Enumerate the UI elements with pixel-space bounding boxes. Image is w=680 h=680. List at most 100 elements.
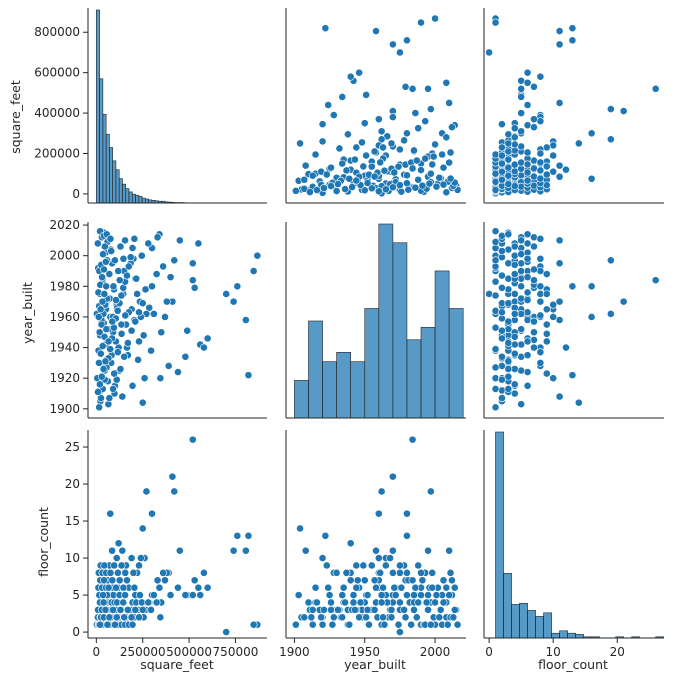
scatter-point-square_feet-vs-year_built [296, 139, 304, 148]
scatter-point-year_built-vs-floor_count [523, 351, 532, 360]
scatter-point-floor_count-vs-year_built [318, 620, 327, 629]
scatter-point-year_built-vs-square_feet [97, 320, 106, 329]
scatter-point-floor_count-vs-year_built [346, 576, 355, 585]
scatter-point-year_built-vs-square_feet [116, 365, 125, 373]
scatter-point-square_feet-vs-year_built [362, 90, 371, 99]
scatter-point-year_built-vs-square_feet [121, 311, 130, 320]
scatter-point-year_built-vs-floor_count [542, 270, 551, 278]
scatter-point-year_built-vs-square_feet [157, 328, 166, 337]
scatter-point-year_built-vs-floor_count [523, 230, 532, 239]
scatter-point-floor_count-vs-year_built [422, 598, 431, 607]
scatter-point-floor_count-vs-year_built [424, 591, 432, 599]
y-tick-label-floor_count: 25 [65, 440, 80, 454]
scatter-point-year_built-vs-square_feet [108, 317, 117, 326]
scatter-point-floor_count-vs-year_built [308, 605, 317, 614]
scatter-point-square_feet-vs-floor_count [491, 185, 500, 194]
scatter-point-floor_count-vs-year_built [428, 568, 437, 577]
scatter-point-floor_count-vs-year_built [327, 598, 335, 607]
scatter-point-year_built-vs-floor_count [498, 308, 506, 317]
scatter-point-square_feet-vs-floor_count [491, 150, 500, 159]
scatter-point-floor_count-vs-square_feet [110, 561, 119, 570]
scatter-point-year_built-vs-floor_count [523, 254, 532, 263]
scatter-point-floor_count-vs-square_feet [105, 613, 114, 622]
scatter-point-square_feet-vs-floor_count [555, 99, 564, 107]
scatter-point-year_built-vs-floor_count [530, 343, 538, 352]
scatter-point-square_feet-vs-floor_count [536, 117, 545, 126]
y-tick-label-square_feet: 200000 [34, 146, 80, 160]
scatter-point-year_built-vs-square_feet [102, 325, 111, 334]
scatter-point-square_feet-vs-year_built [414, 175, 423, 184]
scatter-point-floor_count-vs-year_built [417, 568, 425, 577]
scatter-point-square_feet-vs-floor_count [498, 159, 506, 168]
scatter-point-year_built-vs-floor_count [530, 336, 538, 344]
scatter-point-floor_count-vs-square_feet [106, 509, 115, 518]
scatter-point-year_built-vs-floor_count [510, 270, 519, 278]
scatter-point-square_feet-vs-floor_count [555, 161, 564, 170]
scatter-point-year_built-vs-square_feet [117, 329, 126, 338]
scatter-point-square_feet-vs-floor_count [587, 174, 596, 183]
scatter-point-square_feet-vs-year_built [394, 162, 403, 171]
scatter-point-floor_count-vs-square_feet [112, 554, 121, 562]
scatter-point-year_built-vs-square_feet [161, 313, 169, 321]
x-tick-label-floor_count: 0 [485, 645, 493, 659]
x-tick-label-square_feet: 500000 [166, 645, 212, 659]
scatter-point-year_built-vs-floor_count [504, 357, 513, 366]
scatter-point-square_feet-vs-floor_count [542, 162, 551, 171]
scatter-point-floor_count-vs-square_feet [103, 620, 112, 629]
scatter-point-square_feet-vs-floor_count [510, 182, 519, 190]
scatter-point-floor_count-vs-year_built [320, 605, 328, 614]
scatter-point-floor_count-vs-year_built [408, 435, 417, 444]
scatter-point-year_built-vs-floor_count [536, 348, 545, 357]
y-tick-label-square_feet: 800000 [34, 25, 80, 39]
x-tick-label-square_feet: 750000 [213, 645, 259, 659]
scatter-point-year_built-vs-square_feet [98, 273, 106, 282]
scatter-point-square_feet-vs-floor_count [530, 172, 538, 181]
scatter-point-floor_count-vs-year_built [445, 546, 454, 555]
scatter-point-square_feet-vs-floor_count [574, 139, 583, 148]
scatter-point-floor_count-vs-year_built [426, 620, 435, 629]
hist-bar-floor_count [511, 604, 520, 639]
scatter-point-year_built-vs-square_feet [188, 259, 197, 268]
scatter-point-floor_count-vs-year_built [442, 583, 451, 592]
scatter-point-floor_count-vs-year_built [341, 598, 349, 607]
scatter-point-year_built-vs-square_feet [144, 239, 153, 248]
scatter-point-floor_count-vs-square_feet [123, 605, 132, 614]
scatter-point-floor_count-vs-year_built [403, 591, 411, 599]
scatter-point-floor_count-vs-square_feet [170, 487, 179, 496]
scatter-point-floor_count-vs-year_built [355, 613, 364, 622]
scatter-point-floor_count-vs-year_built [387, 613, 396, 622]
scatter-point-floor_count-vs-square_feet [135, 613, 143, 622]
scatter-point-year_built-vs-square_feet [109, 282, 118, 291]
x-axis-title-square-feet: square_feet [140, 657, 214, 672]
scatter-point-year_built-vs-floor_count [530, 242, 538, 251]
scatter-point-floor_count-vs-year_built [329, 613, 338, 622]
scatter-point-square_feet-vs-year_built [417, 18, 425, 27]
scatter-point-square_feet-vs-year_built [341, 185, 349, 193]
scatter-point-square_feet-vs-year_built [403, 36, 411, 45]
scatter-point-year_built-vs-floor_count [510, 332, 519, 341]
scatter-point-year_built-vs-floor_count [504, 385, 513, 393]
hist-bar-floor_count [527, 610, 536, 639]
scatter-point-floor_count-vs-square_feet [127, 613, 136, 622]
scatter-point-floor_count-vs-square_feet [188, 435, 197, 444]
scatter-point-floor_count-vs-year_built [414, 561, 423, 570]
scatter-point-year_built-vs-floor_count [510, 380, 519, 389]
scatter-point-square_feet-vs-floor_count [523, 160, 532, 169]
scatter-point-year_built-vs-square_feet [123, 271, 131, 280]
scatter-point-square_feet-vs-year_built [411, 183, 420, 192]
hist-bar-square_feet [96, 9, 100, 204]
scatter-point-floor_count-vs-year_built [446, 568, 455, 577]
scatter-point-square_feet-vs-year_built [313, 186, 321, 194]
scatter-point-square_feet-vs-year_built [408, 164, 417, 173]
scatter-point-square_feet-vs-year_built [439, 180, 448, 189]
scatter-point-year_built-vs-floor_count [536, 311, 545, 320]
scatter-point-floor_count-vs-year_built [418, 576, 427, 585]
scatter-point-floor_count-vs-year_built [424, 546, 432, 555]
scatter-point-floor_count-vs-year_built [379, 583, 387, 592]
scatter-point-year_built-vs-square_feet [100, 290, 109, 298]
scatter-point-floor_count-vs-square_feet [112, 583, 120, 592]
hist-bar-square_feet [102, 113, 107, 204]
scatter-point-floor_count-vs-year_built [397, 583, 406, 592]
scatter-point-floor_count-vs-year_built [324, 583, 333, 592]
